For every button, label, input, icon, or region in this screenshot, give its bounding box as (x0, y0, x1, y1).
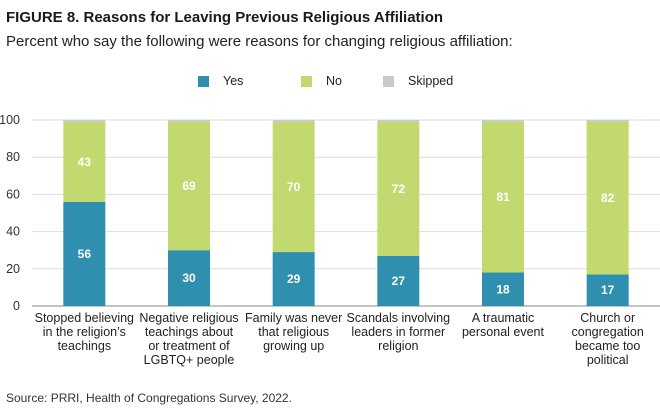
x-category-label-line: religion (378, 339, 418, 353)
bar-skipped (272, 120, 315, 122)
bar-no (168, 121, 210, 251)
x-category-label-line: personal event (462, 325, 545, 339)
data-label-yes: 27 (392, 274, 406, 288)
legend: Yes No Skipped (0, 74, 660, 92)
x-category-label-line: became too (575, 339, 640, 353)
source-note: Source: PRRI, Health of Congregations Su… (6, 391, 292, 405)
x-category-label-line: A traumatic (472, 311, 535, 325)
data-label-yes: 18 (496, 282, 510, 296)
y-tick-label: 60 (6, 187, 20, 201)
x-category-label-line: LGBTQ+ people (144, 353, 235, 367)
legend-item-no: No (301, 74, 342, 88)
data-label-yes: 30 (182, 271, 196, 285)
data-label-yes: 17 (601, 283, 615, 297)
bar-yes (63, 201, 106, 306)
legend-swatch-yes (198, 75, 209, 87)
bar-yes (272, 252, 315, 306)
y-tick-label: 0 (13, 299, 20, 313)
legend-item-yes: Yes (198, 74, 243, 88)
bar-yes (377, 255, 420, 306)
legend-swatch-skipped (383, 75, 394, 87)
x-category-label-line: Stopped believing (35, 311, 134, 325)
legend-label-skipped: Skipped (408, 74, 454, 88)
y-tick-label: 100 (0, 113, 20, 127)
bar-skipped (377, 120, 420, 122)
x-category-label: Church or congregation became too political (572, 311, 644, 367)
x-category-label: Negative religious teachings about or trea… (139, 311, 238, 367)
data-label-no: 82 (601, 191, 615, 205)
bar-yes (482, 272, 524, 306)
legend-swatch-no (301, 75, 312, 87)
data-label-no: 70 (287, 180, 301, 194)
x-category-label-line: Family was never (245, 311, 342, 325)
bar-yes (168, 250, 210, 306)
y-tick-label: 40 (6, 225, 20, 239)
x-category-label-line: Scandals involving (347, 311, 451, 325)
x-category-label-line: in the religion’s (43, 325, 126, 339)
bar-no (272, 121, 315, 253)
data-label-no: 43 (78, 155, 92, 169)
bar-skipped (586, 120, 629, 122)
bar-yes (586, 274, 629, 306)
x-category-label-line: congregation (572, 325, 644, 339)
data-label-no: 81 (496, 190, 510, 204)
legend-label-yes: Yes (223, 74, 244, 88)
x-category-label: Family was never that religious growing up (245, 311, 342, 353)
data-label-yes: 56 (78, 247, 92, 261)
bar-skipped (482, 120, 524, 122)
x-category-label-line: or treatment of (148, 339, 230, 353)
bar-no (482, 121, 524, 273)
bar-no (377, 121, 420, 256)
data-label-yes: 29 (287, 272, 301, 286)
y-tick-label: 80 (6, 150, 20, 164)
legend-label-no: No (326, 74, 342, 88)
x-category-label-line: leaders in former (351, 325, 445, 339)
legend-item-skipped: Skipped (383, 74, 453, 88)
y-tick-label: 20 (6, 262, 20, 276)
x-category-label-line: that religious (258, 325, 329, 339)
bar-skipped (63, 120, 106, 122)
chart-subtitle: Percent who say the following were reaso… (6, 33, 513, 50)
x-category-label-line: Negative religious (139, 311, 238, 325)
x-category-label-line: Church or (580, 311, 635, 325)
x-category-label-line: growing up (263, 339, 324, 353)
x-category-label: A traumatic personal event (462, 311, 545, 339)
x-category-label: Scandals involving leaders in former relig… (347, 311, 451, 353)
chart-title: FIGURE 8. Reasons for Leaving Previous R… (6, 9, 444, 26)
x-category-label-line: teachings (58, 339, 112, 353)
x-category-label-line: political (587, 353, 629, 367)
bar-skipped (168, 120, 210, 122)
bar-no (586, 121, 629, 275)
data-label-no: 72 (392, 182, 406, 196)
x-category-label-line: teachings about (145, 325, 234, 339)
x-category-label: Stopped believing in the religion’s teachi… (35, 311, 134, 353)
data-label-no: 69 (182, 179, 196, 193)
bar-no (63, 121, 106, 202)
